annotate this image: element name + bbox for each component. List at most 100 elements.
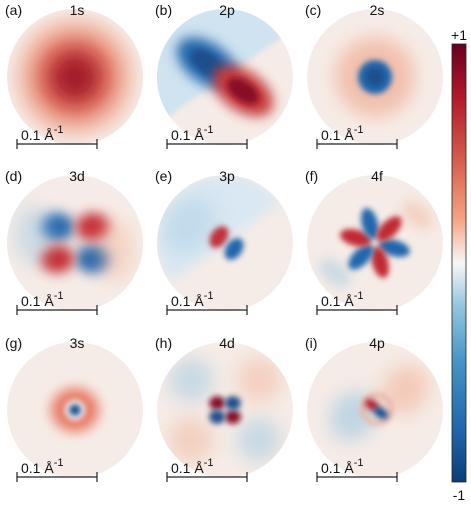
orbital-lobe — [209, 410, 225, 424]
panel-letter: (h) — [155, 335, 172, 351]
orbital-image — [17, 19, 133, 135]
orbital-lobe — [381, 365, 429, 415]
orbital-disk — [157, 342, 293, 478]
scale-bar-value: 0.1 Å — [171, 127, 204, 143]
orbital-label: 2p — [219, 2, 235, 18]
scale-bar-label: 0.1 Å-1 — [171, 457, 213, 476]
scale-bar-value: 0.1 Å — [171, 293, 204, 309]
orbital-lobe — [237, 358, 281, 402]
orbital-label: 4d — [219, 335, 235, 351]
orbital-lobe — [340, 229, 372, 247]
orbital-panel: (i) 4p 0.1 Å-1 — [305, 335, 443, 482]
orbital-panel: (b) 2p 0.1 Å-1 — [155, 2, 293, 149]
orbital-lobe — [97, 221, 133, 281]
orbital-image — [319, 201, 433, 287]
orbital-label: 4f — [371, 168, 383, 184]
panel-letter: (i) — [305, 335, 317, 351]
scale-bar-value: 0.1 Å — [171, 460, 204, 476]
orbital-label: 3d — [69, 168, 85, 184]
colorbar-min-label: -1 — [453, 487, 466, 503]
colorbar-gradient — [451, 43, 467, 483]
scale-bar-exponent: -1 — [204, 290, 214, 302]
panel-letter: (d) — [5, 168, 22, 184]
orbital-panel: (f) 4f 0.1 Å-1 — [305, 168, 443, 315]
orbital-panel: (d) 3d 0.1 Å-1 — [5, 168, 143, 315]
orbital-lobe — [373, 406, 389, 420]
panel-letter: (c) — [305, 2, 321, 18]
orbital-image — [169, 358, 281, 462]
orbital-ring — [360, 392, 394, 426]
scale-bar-exponent: -1 — [54, 457, 64, 469]
orbital-lobe — [169, 358, 213, 402]
scale-bar-label: 0.1 Å-1 — [21, 457, 63, 476]
orbital-label: 2s — [370, 2, 385, 18]
scale-bar-value: 0.1 Å — [21, 293, 54, 309]
orbital-lobe — [169, 418, 213, 462]
orbital-lobe — [371, 246, 389, 278]
orbital-lobe — [162, 196, 216, 254]
scale-bar-value: 0.1 Å — [321, 293, 354, 309]
orbital-image — [329, 365, 429, 441]
scale-bar-exponent: -1 — [204, 124, 214, 136]
colorbar-max-label: +1 — [451, 27, 467, 43]
scale-bar-value: 0.1 Å — [321, 127, 354, 143]
orbital-panel: (g) 3s 0.1 Å-1 — [5, 335, 143, 482]
orbital-lobe — [376, 216, 402, 242]
orbital-lobe — [209, 226, 229, 248]
orbital-lobe — [227, 77, 259, 105]
orbital-lobe — [69, 404, 81, 416]
orbital-panel: (h) 4d 0.1 Å-1 — [155, 335, 293, 482]
scale-bar-value: 0.1 Å — [21, 460, 54, 476]
scale-bar-exponent: -1 — [54, 290, 64, 302]
panel-letter: (e) — [155, 168, 172, 184]
orbital-lobe — [237, 418, 281, 462]
scale-bar-label: 0.1 Å-1 — [321, 124, 363, 143]
orbital-label: 1s — [70, 2, 85, 18]
scale-bar-exponent: -1 — [354, 457, 364, 469]
orbital-label: 3p — [219, 168, 235, 184]
orbital-lobe — [209, 396, 225, 410]
scale-bar-exponent: -1 — [204, 457, 214, 469]
scale-bar-exponent: -1 — [354, 290, 364, 302]
orbital-panel: (c) 2s 0.1 Å-1 — [305, 2, 443, 149]
scale-bar-label: 0.1 Å-1 — [21, 124, 63, 143]
scale-bar-label: 0.1 Å-1 — [171, 124, 213, 143]
orbital-lobe — [378, 239, 410, 257]
scale-bar-label: 0.1 Å-1 — [171, 290, 213, 309]
orbital-panel: (e) 3p 0.1 Å-1 — [155, 168, 293, 315]
panel-letter: (g) — [5, 335, 22, 351]
scale-bar-value: 0.1 Å — [21, 127, 54, 143]
orbital-image — [157, 9, 285, 119]
orbital-lobe — [15, 205, 51, 265]
panel-letter: (b) — [155, 2, 172, 18]
orbital-lobe — [361, 208, 379, 240]
orbital-image — [157, 175, 281, 283]
orbital-image — [15, 205, 133, 281]
orbital-label: 4p — [369, 335, 385, 351]
orbital-disk — [307, 175, 443, 311]
orbital-image — [335, 37, 415, 117]
colorbar: +1 -1 — [451, 27, 467, 503]
orbital-lobe — [225, 410, 241, 424]
orbital-lobe — [40, 245, 74, 273]
orbital-lobe — [225, 396, 241, 410]
orbital-lobe — [319, 259, 351, 287]
scale-bar-exponent: -1 — [54, 124, 64, 136]
orbital-label: 3s — [70, 335, 85, 351]
orbital-lobe — [224, 238, 244, 260]
scale-bar-label: 0.1 Å-1 — [321, 290, 363, 309]
orbital-lobe — [348, 244, 374, 270]
scale-bar-exponent: -1 — [354, 124, 364, 136]
panel-letter: (a) — [5, 2, 22, 18]
orbital-lobe — [51, 53, 99, 101]
orbital-lobe — [366, 68, 384, 86]
orbital-panel: (a) 1s 0.1 Å-1 — [5, 2, 143, 149]
orbital-lobe — [191, 49, 223, 77]
scale-bar-label: 0.1 Å-1 — [21, 290, 63, 309]
scale-bar-value: 0.1 Å — [321, 460, 354, 476]
orbital-image — [51, 388, 99, 432]
panel-letter: (f) — [305, 168, 318, 184]
orbital-lobe — [401, 201, 433, 229]
scale-bar-label: 0.1 Å-1 — [321, 457, 363, 476]
